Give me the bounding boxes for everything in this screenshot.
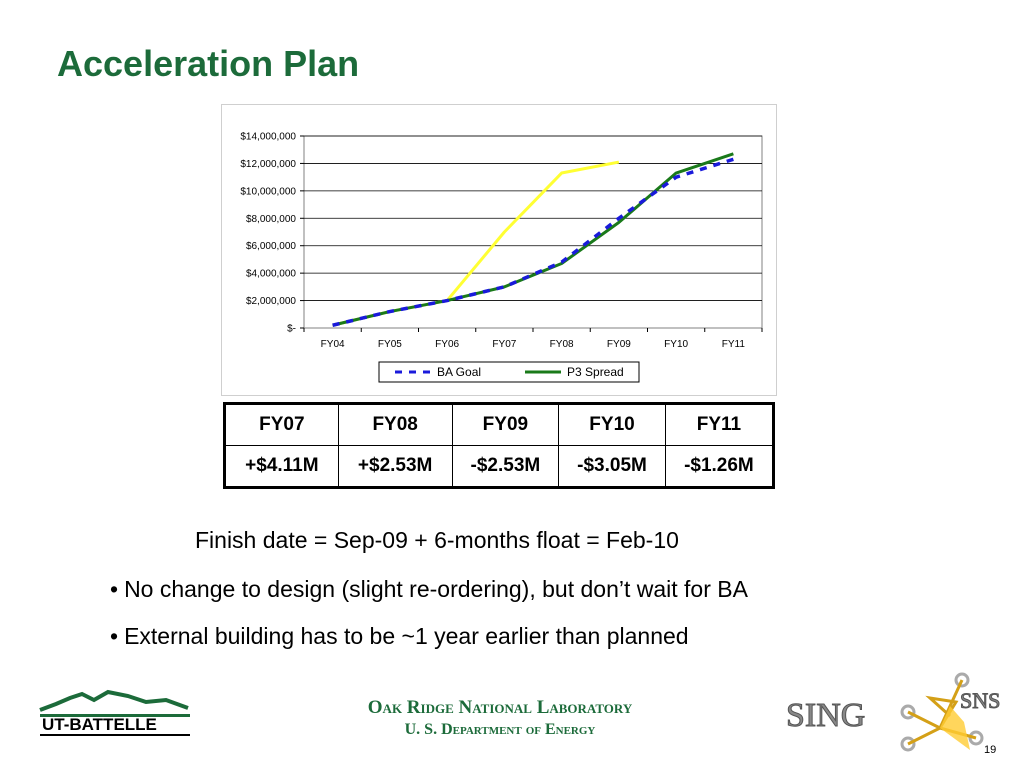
y-tick-label: $10,000,000 bbox=[240, 186, 296, 197]
series-line bbox=[332, 152, 734, 327]
table-header-cell: FY08 bbox=[337, 403, 453, 446]
bullet-item: • External building has to be ~1 year ear… bbox=[110, 623, 689, 649]
bullet-text: External building has to be ~1 year earl… bbox=[124, 623, 689, 649]
fiscal-year-table: FY07 FY08 FY09 FY10 FY11 +$4.11M +$2.53M… bbox=[223, 402, 775, 489]
table-header-row: FY07 FY08 FY09 FY10 FY11 bbox=[224, 403, 775, 446]
page-number: 19 bbox=[984, 744, 997, 756]
bullet-item: • No change to design (slight re-ordering… bbox=[110, 576, 748, 602]
y-tick-label: $6,000,000 bbox=[246, 241, 296, 252]
ut-battelle-logo-text: UT-BATTELLE bbox=[42, 715, 157, 734]
legend-box bbox=[378, 361, 640, 383]
chart-svg: $- $2,000,000 $4,000,000 $6,000,000 $8,000,0… bbox=[240, 132, 763, 383]
bullet-text: No change to design (slight re-ordering)… bbox=[124, 576, 748, 602]
line-chart: $- $2,000,000 $4,000,000 $6,000,000 $8,000,0… bbox=[221, 104, 777, 396]
table-header-cell: FY09 bbox=[451, 403, 560, 446]
slide-title: Acceleration Plan bbox=[57, 43, 360, 84]
series-line bbox=[332, 157, 734, 327]
y-tick-label: $2,000,000 bbox=[246, 296, 296, 307]
ornl-name: Oak Ridge National Laboratory bbox=[367, 697, 633, 718]
x-tick-label: FY08 bbox=[550, 339, 574, 350]
finish-date-text: Finish date = Sep-09 + 6-months float = … bbox=[195, 527, 679, 553]
sing-logo-text: SING bbox=[786, 697, 865, 734]
y-tick-label: $8,000,000 bbox=[246, 214, 296, 225]
table-header-cell: FY07 bbox=[224, 403, 339, 446]
table-header-cell: FY10 bbox=[558, 403, 666, 446]
plot-area bbox=[303, 135, 763, 329]
table-cell: -$1.26M bbox=[664, 445, 775, 488]
table-cell: +$4.11M bbox=[224, 445, 339, 488]
sing-sns-logo: SING SNS bbox=[786, 672, 1000, 752]
x-tick-label: FY06 bbox=[435, 339, 459, 350]
table-header-cell: FY11 bbox=[664, 403, 775, 446]
legend-label: BA Goal bbox=[437, 365, 481, 379]
ut-battelle-logo: UT-BATTELLE bbox=[39, 689, 190, 736]
ornl-footer: Oak Ridge National Laboratory U. S. Depa… bbox=[300, 697, 700, 741]
x-tick-label: FY07 bbox=[492, 339, 516, 350]
sns-logo-text: SNS bbox=[960, 688, 1000, 713]
table-cell: +$2.53M bbox=[337, 445, 453, 488]
doe-name: U. S. Department of Energy bbox=[404, 721, 596, 738]
table-row: +$4.11M +$2.53M -$2.53M -$3.05M -$1.26M bbox=[224, 445, 775, 488]
x-tick-label: FY11 bbox=[722, 339, 746, 350]
y-tick-label: $4,000,000 bbox=[246, 269, 296, 280]
bullet-list: • No change to design (slight re-ordering… bbox=[110, 574, 748, 668]
legend-label: P3 Spread bbox=[567, 365, 624, 379]
x-tick-label: FY09 bbox=[607, 339, 631, 350]
y-tick-label: $- bbox=[287, 324, 296, 335]
table-cell: -$2.53M bbox=[451, 445, 560, 488]
y-tick-label: $12,000,000 bbox=[240, 159, 296, 170]
table-cell: -$3.05M bbox=[558, 445, 666, 488]
x-tick-label: FY05 bbox=[378, 339, 402, 350]
x-tick-label: FY10 bbox=[664, 339, 688, 350]
x-tick-label: FY04 bbox=[321, 339, 345, 350]
y-tick-label: $14,000,000 bbox=[240, 132, 296, 143]
